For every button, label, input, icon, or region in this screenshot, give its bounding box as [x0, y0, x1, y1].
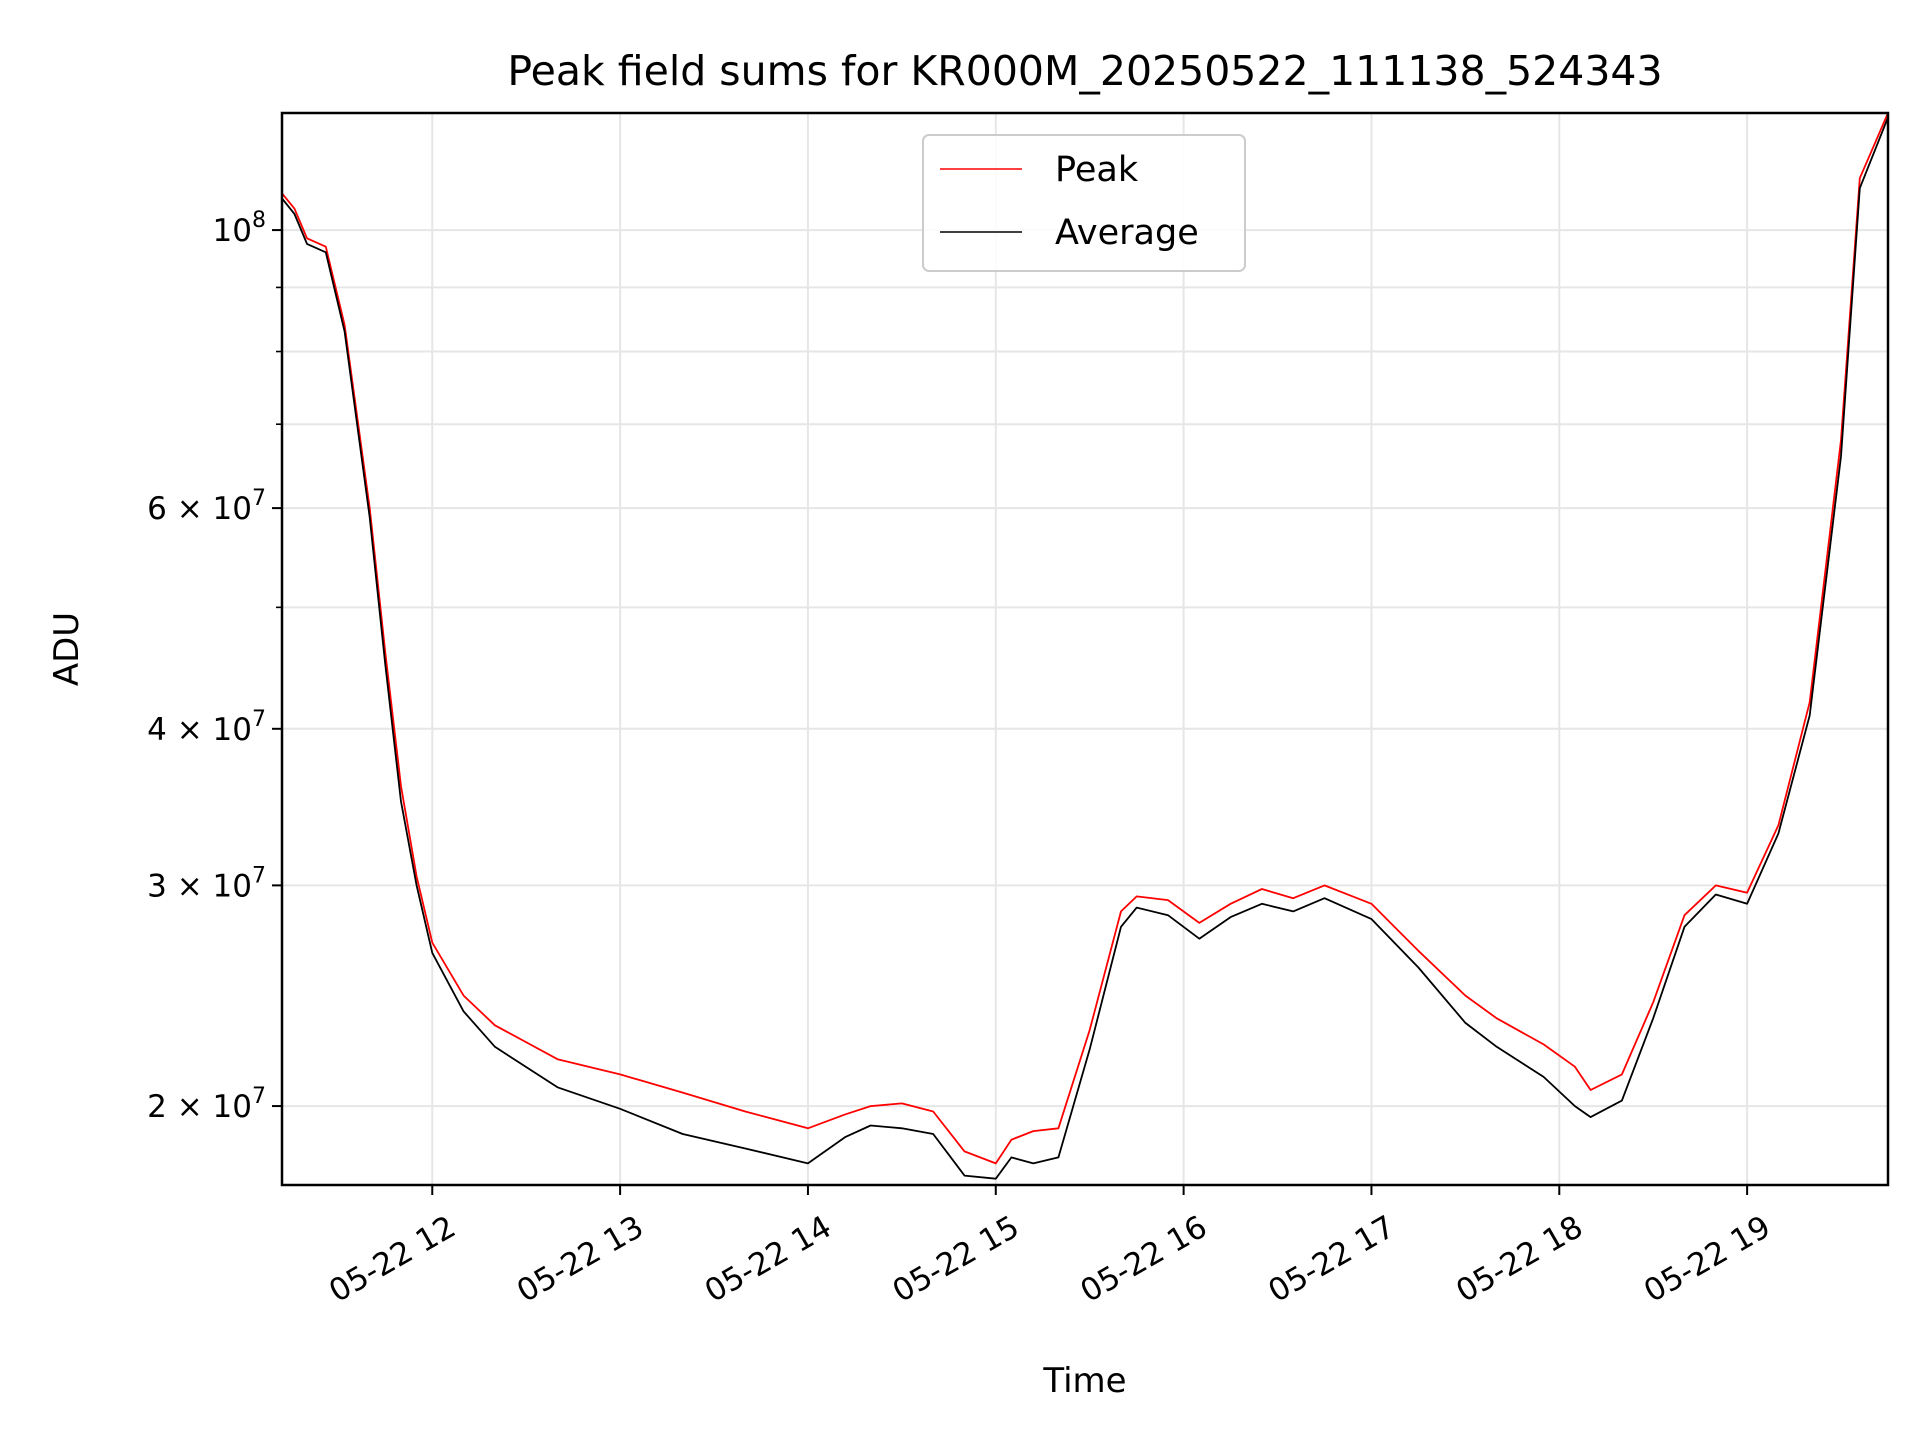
plot-lines: [281, 112, 1889, 1180]
y-tick-label-base: 2 × 10: [147, 1089, 252, 1125]
y-tick-label: 4 × 107: [147, 707, 266, 748]
y-tick-label: 2 × 107: [147, 1084, 266, 1125]
y-tick-label-exponent: 8: [252, 208, 266, 233]
y-tick-label-base: 6 × 10: [147, 491, 252, 527]
y-tick-label-exponent: 7: [252, 1084, 266, 1109]
y-axis-label: ADU: [47, 612, 87, 686]
chart-title: Peak field sums for KR000M_20250522_1111…: [507, 47, 1662, 95]
y-tick-label-exponent: 7: [252, 486, 266, 511]
y-tick-label-exponent: 7: [252, 707, 266, 732]
legend: Peak Average: [922, 134, 1246, 272]
legend-label-peak: Peak: [1055, 150, 1139, 190]
y-tick-label-exponent: 7: [252, 863, 266, 888]
y-tick-label-base: 4 × 10: [147, 712, 252, 748]
y-tick-label: 6 × 107: [147, 486, 266, 527]
series-line-average: [281, 117, 1889, 1180]
grid: [282, 113, 1888, 1185]
plot-frame: [280, 111, 1890, 1187]
y-tick-label: 108: [213, 208, 266, 249]
y-tick-label-base: 3 × 10: [147, 868, 252, 904]
y-tick-label: 3 × 107: [147, 863, 266, 904]
series-line-peak: [281, 112, 1889, 1165]
legend-label-average: Average: [1055, 213, 1199, 253]
x-axis-label: Time: [1042, 1361, 1126, 1401]
y-tick-label-base: 10: [213, 213, 252, 249]
